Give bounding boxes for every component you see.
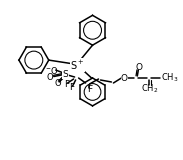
- Text: S: S: [63, 70, 69, 79]
- Text: F: F: [64, 80, 69, 89]
- Text: F: F: [87, 85, 92, 94]
- Text: O: O: [54, 80, 61, 88]
- Text: CH$_3$: CH$_3$: [161, 72, 179, 84]
- Text: S$^+$: S$^+$: [70, 59, 85, 72]
- Text: O: O: [136, 63, 143, 72]
- Text: O: O: [46, 72, 53, 81]
- Text: $^{-}$O: $^{-}$O: [45, 64, 58, 76]
- Text: CH$_2$: CH$_2$: [141, 83, 158, 95]
- Text: F: F: [69, 84, 74, 92]
- Text: O: O: [121, 73, 128, 83]
